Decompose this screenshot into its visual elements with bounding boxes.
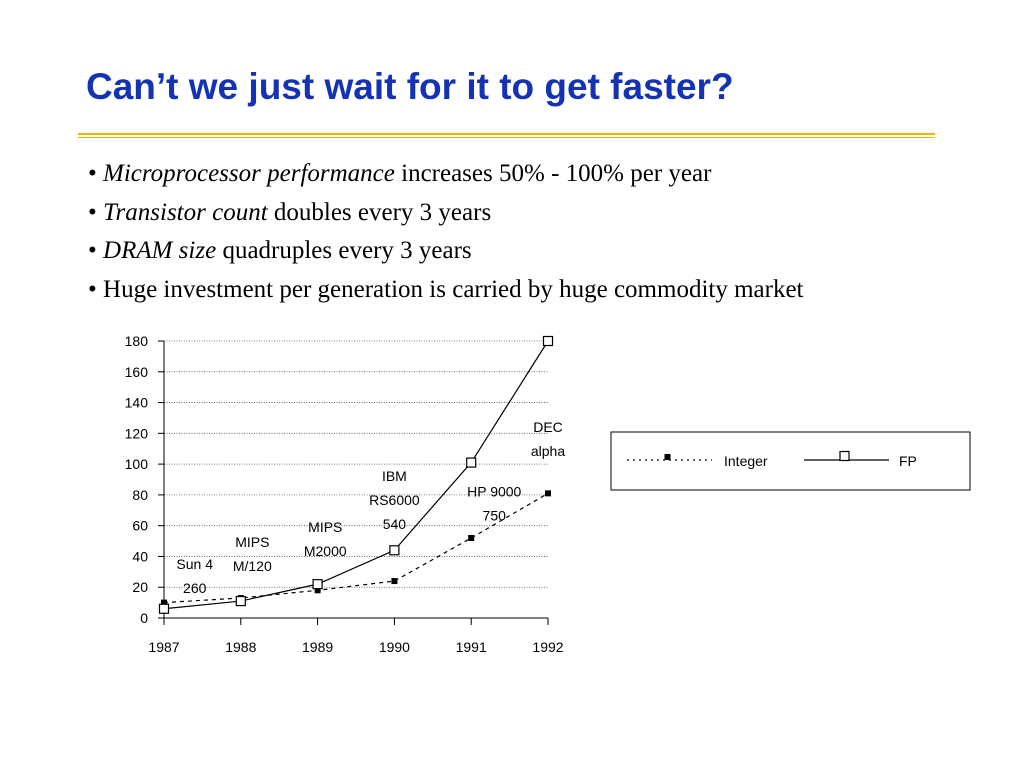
data-point-fp [312, 579, 323, 590]
point-annotation: Sun 4 260 [176, 556, 213, 596]
title-divider [78, 133, 935, 138]
chart-series [158, 335, 554, 614]
point-annotation: HP 9000 750 [467, 483, 521, 523]
bullet-mark: • [88, 237, 97, 264]
y-tick-label: 160 [125, 364, 149, 380]
bullet-emphasis: DRAM size [103, 237, 217, 264]
x-tick-label: 1987 [148, 639, 179, 655]
y-tick-label: 180 [125, 333, 149, 349]
bullet-item: • Transistor count doubles every 3 years [88, 194, 804, 233]
data-point-integer [161, 599, 167, 606]
legend-marker-integer [664, 454, 671, 460]
point-annotation: MIPS M2000 [304, 519, 347, 559]
bullet-list: • Microprocessor performance increases 5… [88, 155, 804, 309]
bullet-text: quadruples every 3 years [216, 237, 472, 264]
bullet-item: • DRAM size quadruples every 3 years [88, 232, 804, 271]
slide-title: Can’t we just wait for it to get faster? [86, 66, 734, 107]
bullet-item: • Microprocessor performance increases 5… [88, 155, 804, 194]
chart-grid [164, 340, 548, 588]
y-tick-label: 120 [125, 425, 149, 441]
chart-legend: Integer FP [610, 431, 971, 491]
chart-axes: 0 20 40 60 80 100 120 140 160 180 1987 1988 1989 1990… [125, 333, 564, 655]
y-tick-label: 100 [125, 456, 149, 472]
data-point-fp [466, 457, 477, 468]
bullet-emphasis: Transistor count [103, 198, 268, 226]
bullet-mark: • [88, 198, 97, 226]
point-annotation: MIPS M/120 [233, 534, 272, 574]
y-tick-label: 140 [125, 395, 149, 411]
x-tick-label: 1989 [302, 639, 333, 655]
point-annotation: DEC alpha [531, 419, 565, 459]
series-line-integer [163, 492, 549, 604]
legend-marker-fp [839, 450, 850, 462]
bullet-text: doubles every 3 years [267, 198, 492, 226]
y-tick-label: 0 [140, 610, 148, 626]
bullet-item: • Huge investment per generation is carr… [88, 271, 804, 310]
bullet-mark: • [88, 160, 97, 187]
bullet-text: Huge investment per generation is carrie… [103, 275, 804, 303]
x-tick-label: 1991 [456, 639, 487, 655]
y-tick-label: 20 [132, 579, 148, 595]
data-point-fp [389, 545, 400, 556]
legend-label-fp: FP [899, 453, 917, 469]
data-point-integer [468, 534, 475, 541]
data-point-fp [235, 595, 246, 607]
data-point-integer [545, 490, 551, 497]
legend-box [610, 431, 971, 491]
chart-annotations: Sun 4 260 MIPS M/120 MIPS M2000 IBM RS6000 540 HP… [176, 419, 565, 596]
data-point-fp [542, 335, 554, 347]
bullet-emphasis: Microprocessor performance [103, 160, 395, 187]
y-tick-label: 40 [132, 548, 148, 564]
data-point-integer [314, 587, 321, 594]
y-tick-label: 80 [132, 487, 148, 503]
bullet-mark: • [88, 275, 97, 303]
bullet-text: increases 50% - 100% per year [394, 160, 712, 187]
x-tick-label: 1988 [225, 639, 256, 655]
x-tick-label: 1990 [379, 639, 410, 655]
data-point-fp [158, 603, 170, 614]
series-line-fp [163, 340, 549, 610]
point-annotation: IBM RS6000 540 [369, 468, 420, 532]
data-point-integer [391, 578, 398, 585]
legend-label-integer: Integer [724, 453, 768, 469]
y-tick-label: 60 [132, 518, 148, 534]
x-tick-label: 1992 [532, 639, 563, 655]
